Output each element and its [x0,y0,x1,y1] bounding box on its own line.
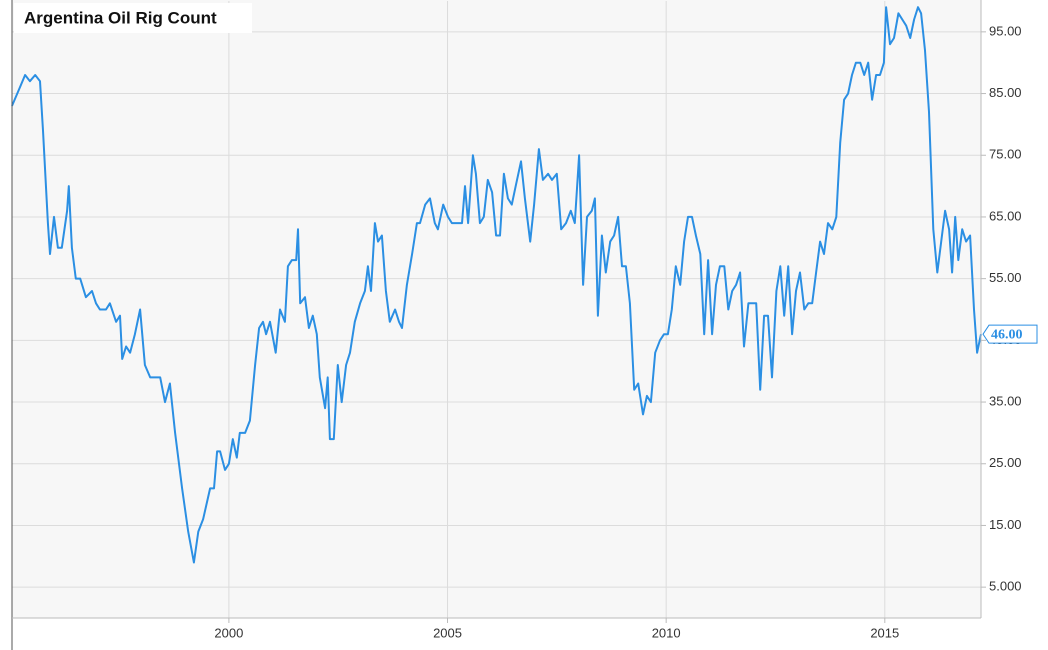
end-label: 46.00 [991,327,1023,342]
y-tick-label: 25.00 [989,455,1022,470]
y-tick-label: 55.00 [989,270,1022,285]
line [11,6,982,564]
y-tick-label: 5.000 [989,579,1022,594]
y-tick-label: 75.00 [989,147,1022,162]
plot-area [12,0,981,618]
y-tick-label: 35.00 [989,393,1022,408]
x-tick-label: 2005 [433,625,462,640]
x-tick-label: 2000 [214,625,243,640]
end-label-box [982,324,1038,344]
y-tick-label: 95.00 [989,23,1022,38]
title-box [14,3,252,33]
x-tick-label: 2015 [870,625,899,640]
y-tick-label: 65.00 [989,208,1022,223]
grid [12,1,981,618]
series [11,6,982,564]
x-tick-label: 2010 [652,625,681,640]
y-tick-label: 85.00 [989,85,1022,100]
y-tick-label: 15.00 [989,517,1022,532]
chart-title: Argentina Oil Rig Count [24,8,217,27]
